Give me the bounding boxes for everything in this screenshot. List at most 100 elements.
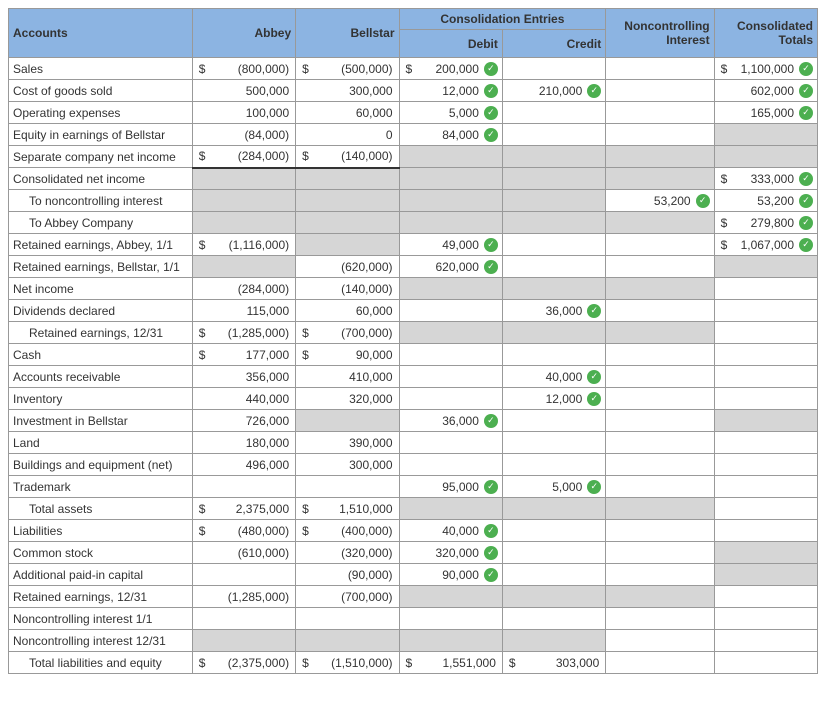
header-credit: Credit: [502, 30, 605, 58]
bellstar-cell: 410,000: [296, 366, 399, 388]
account-label: Investment in Bellstar: [9, 410, 193, 432]
account-label: Retained earnings, Bellstar, 1/1: [9, 256, 193, 278]
credit-cell: [502, 344, 605, 366]
abbey-cell: $(1,116,000): [192, 234, 295, 256]
credit-cell: $303,000: [502, 652, 605, 674]
table-row: Retained earnings, 12/31(1,285,000)(700,…: [9, 586, 818, 608]
totals-cell: [714, 564, 817, 586]
debit-cell: 36,000✓: [399, 410, 502, 432]
check-icon: ✓: [484, 106, 498, 120]
account-label: Noncontrolling interest 12/31: [9, 630, 193, 652]
nci-cell: [606, 278, 714, 300]
header-nci: Noncontrolling Interest: [606, 9, 714, 58]
abbey-cell: [192, 190, 295, 212]
table-row: Cash$177,000$90,000: [9, 344, 818, 366]
account-label: Noncontrolling interest 1/1: [9, 608, 193, 630]
abbey-cell: $(800,000): [192, 58, 295, 80]
abbey-cell: 440,000: [192, 388, 295, 410]
debit-cell: [399, 454, 502, 476]
account-label: Cash: [9, 344, 193, 366]
credit-cell: [502, 58, 605, 80]
account-label: Retained earnings, Abbey, 1/1: [9, 234, 193, 256]
debit-cell: [399, 146, 502, 168]
debit-cell: 620,000✓: [399, 256, 502, 278]
table-row: Sales$(800,000)$(500,000)$200,000✓$1,100…: [9, 58, 818, 80]
table-row: To Abbey Company$279,800✓: [9, 212, 818, 234]
debit-cell: [399, 300, 502, 322]
abbey-cell: 496,000: [192, 454, 295, 476]
credit-cell: [502, 564, 605, 586]
account-label: Separate company net income: [9, 146, 193, 168]
check-icon: ✓: [484, 128, 498, 142]
totals-cell: [714, 454, 817, 476]
nci-cell: [606, 322, 714, 344]
account-label: Inventory: [9, 388, 193, 410]
debit-cell: 90,000✓: [399, 564, 502, 586]
debit-cell: 84,000✓: [399, 124, 502, 146]
bellstar-cell: $(400,000): [296, 520, 399, 542]
bellstar-cell: 300,000: [296, 80, 399, 102]
credit-cell: [502, 278, 605, 300]
totals-cell: [714, 498, 817, 520]
check-icon: ✓: [484, 62, 498, 76]
table-row: Inventory440,000320,00012,000✓: [9, 388, 818, 410]
table-row: Trademark95,000✓5,000✓: [9, 476, 818, 498]
check-icon: ✓: [484, 84, 498, 98]
bellstar-cell: (620,000): [296, 256, 399, 278]
bellstar-cell: $(500,000): [296, 58, 399, 80]
account-label: Trademark: [9, 476, 193, 498]
totals-cell: [714, 322, 817, 344]
table-row: Retained earnings, 12/31$(1,285,000)$(70…: [9, 322, 818, 344]
table-row: Noncontrolling interest 12/31: [9, 630, 818, 652]
debit-cell: 49,000✓: [399, 234, 502, 256]
account-label: Total assets: [9, 498, 193, 520]
nci-cell: [606, 388, 714, 410]
debit-cell: [399, 586, 502, 608]
debit-cell: [399, 608, 502, 630]
credit-cell: [502, 608, 605, 630]
table-row: Land180,000390,000: [9, 432, 818, 454]
bellstar-cell: $(140,000): [296, 146, 399, 168]
totals-cell: [714, 366, 817, 388]
table-row: Equity in earnings of Bellstar(84,000)08…: [9, 124, 818, 146]
check-icon: ✓: [484, 524, 498, 538]
abbey-cell: $(480,000): [192, 520, 295, 542]
account-label: Liabilities: [9, 520, 193, 542]
abbey-cell: [192, 608, 295, 630]
credit-cell: 36,000✓: [502, 300, 605, 322]
table-row: Noncontrolling interest 1/1: [9, 608, 818, 630]
table-row: Cost of goods sold500,000300,00012,000✓2…: [9, 80, 818, 102]
nci-cell: [606, 366, 714, 388]
totals-cell: [714, 278, 817, 300]
account-label: Retained earnings, 12/31: [9, 586, 193, 608]
check-icon: ✓: [696, 194, 710, 208]
table-row: Total assets$2,375,000$1,510,000: [9, 498, 818, 520]
header-bellstar: Bellstar: [296, 9, 399, 58]
debit-cell: [399, 278, 502, 300]
check-icon: ✓: [587, 480, 601, 494]
bellstar-cell: $1,510,000: [296, 498, 399, 520]
bellstar-cell: (140,000): [296, 278, 399, 300]
debit-cell: 5,000✓: [399, 102, 502, 124]
check-icon: ✓: [587, 392, 601, 406]
nci-cell: [606, 124, 714, 146]
totals-cell: 602,000✓: [714, 80, 817, 102]
credit-cell: [502, 586, 605, 608]
totals-cell: $333,000✓: [714, 168, 817, 190]
bellstar-cell: (700,000): [296, 586, 399, 608]
credit-cell: [502, 146, 605, 168]
check-icon: ✓: [799, 194, 813, 208]
credit-cell: [502, 498, 605, 520]
credit-cell: [502, 454, 605, 476]
abbey-cell: [192, 476, 295, 498]
credit-cell: 5,000✓: [502, 476, 605, 498]
debit-cell: [399, 212, 502, 234]
bellstar-cell: [296, 608, 399, 630]
credit-cell: [502, 256, 605, 278]
check-icon: ✓: [484, 480, 498, 494]
account-label: Retained earnings, 12/31: [9, 322, 193, 344]
totals-cell: $1,100,000✓: [714, 58, 817, 80]
debit-cell: [399, 344, 502, 366]
debit-cell: [399, 498, 502, 520]
check-icon: ✓: [587, 84, 601, 98]
